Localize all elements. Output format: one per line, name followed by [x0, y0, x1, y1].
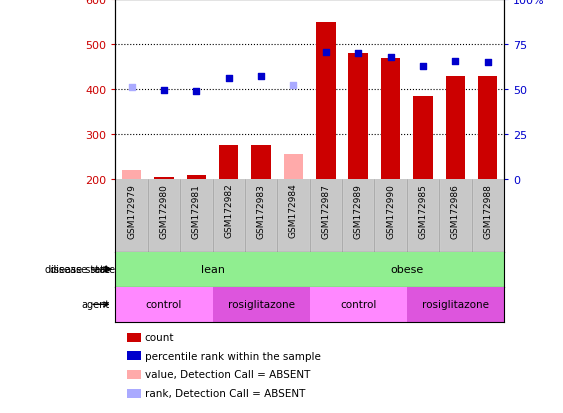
Point	[354, 50, 363, 57]
Text: control: control	[146, 299, 182, 310]
Bar	[154, 178, 173, 180]
Text: obese: obese	[390, 264, 423, 275]
Bar	[413, 97, 432, 180]
Text: GSM172987: GSM172987	[321, 183, 330, 238]
Point	[418, 63, 427, 70]
Bar	[348, 54, 368, 180]
Point	[257, 73, 266, 80]
Point	[483, 59, 492, 66]
Text: GSM172982: GSM172982	[224, 183, 233, 238]
Text: GSM172986: GSM172986	[451, 183, 460, 238]
Point	[289, 83, 298, 90]
Point	[127, 84, 136, 91]
Text: lean: lean	[200, 264, 225, 275]
Point	[224, 75, 233, 82]
Text: GSM172980: GSM172980	[159, 183, 168, 238]
Text: control: control	[340, 299, 377, 310]
Text: GSM172989: GSM172989	[354, 183, 363, 238]
Bar	[115, 252, 310, 287]
Bar	[316, 22, 336, 180]
Bar	[446, 76, 465, 180]
Text: rank, Detection Call = ABSENT: rank, Detection Call = ABSENT	[145, 388, 305, 398]
Text: count: count	[145, 332, 174, 342]
Bar	[251, 146, 271, 180]
Bar	[406, 287, 504, 322]
Text: rosiglitazone: rosiglitazone	[422, 299, 489, 310]
Text: GSM172983: GSM172983	[257, 183, 266, 238]
Point	[192, 88, 201, 95]
Bar	[284, 155, 303, 180]
Point	[159, 88, 168, 95]
Bar	[310, 287, 406, 322]
Text: disease state: disease state	[44, 264, 110, 275]
Bar	[213, 287, 310, 322]
Text: value, Detection Call = ABSENT: value, Detection Call = ABSENT	[145, 370, 310, 380]
Point	[386, 54, 395, 61]
Text: GSM172979: GSM172979	[127, 183, 136, 238]
Text: disease state: disease state	[50, 264, 115, 275]
Bar	[381, 58, 400, 180]
Text: agent: agent	[82, 299, 110, 310]
Point	[451, 58, 460, 65]
Bar	[187, 175, 206, 180]
Bar	[122, 171, 141, 180]
Text: GSM172981: GSM172981	[192, 183, 201, 238]
Bar	[310, 252, 504, 287]
Point	[321, 49, 330, 56]
Bar	[219, 146, 239, 180]
Bar	[478, 77, 498, 180]
Text: GSM172985: GSM172985	[418, 183, 427, 238]
Text: rosiglitazone: rosiglitazone	[227, 299, 294, 310]
Text: GSM172990: GSM172990	[386, 183, 395, 238]
Bar	[115, 287, 213, 322]
Text: GSM172988: GSM172988	[483, 183, 492, 238]
Text: GSM172984: GSM172984	[289, 183, 298, 238]
Text: percentile rank within the sample: percentile rank within the sample	[145, 351, 320, 361]
